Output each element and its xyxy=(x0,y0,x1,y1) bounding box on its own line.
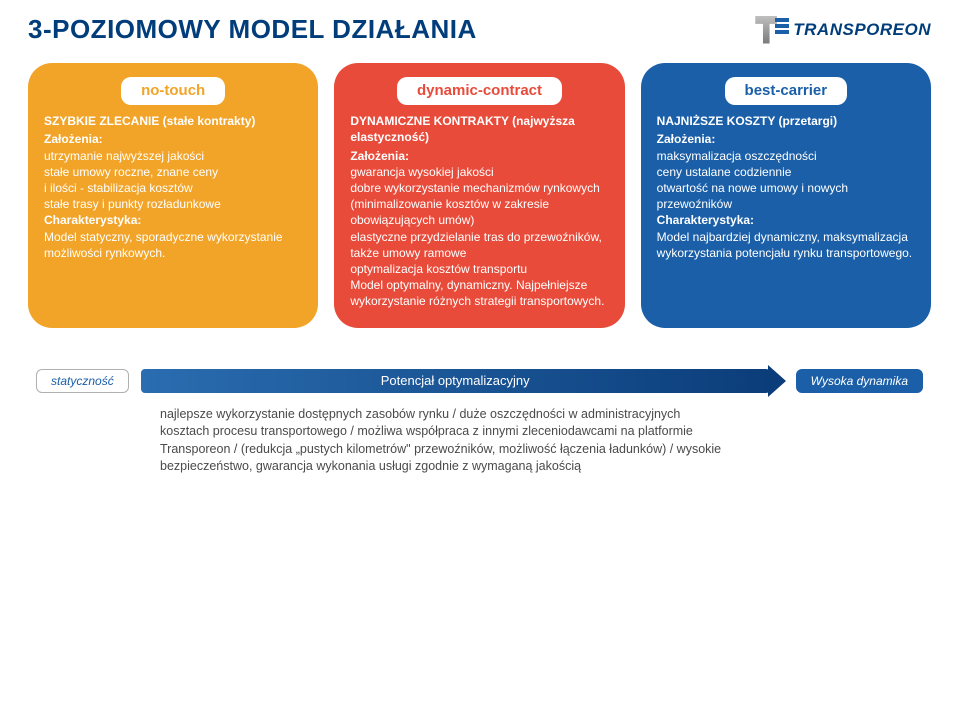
assumption-item: optymalizacja kosztów transportu xyxy=(350,261,608,277)
assumption-item: maksymalizacja oszczędności xyxy=(657,148,915,164)
header: 3-POZIOMOWY MODEL DZIAŁANIA TRANSPOREON xyxy=(0,0,959,53)
card-dynamic-contract: dynamic-contract DYNAMICZNE KONTRAKTY (n… xyxy=(334,63,624,328)
card-header: dynamic-contract xyxy=(397,77,562,105)
left-chip: statyczność xyxy=(36,369,129,393)
assumption-item: utrzymanie najwyższej jakości xyxy=(44,148,302,164)
card-subtitle: NAJNIŻSZE KOSZTY (przetargi) xyxy=(657,113,915,129)
char-label: Charakterystyka: xyxy=(44,212,302,228)
assumption-item: ceny ustalane codziennie xyxy=(657,164,915,180)
assumption-item: stałe trasy i punkty rozładunkowe xyxy=(44,196,302,212)
assumptions-label: Założenia: xyxy=(44,131,302,147)
assumptions-label: Założenia: xyxy=(350,148,608,164)
char-label: Charakterystyka: xyxy=(657,212,915,228)
assumption-item: elastyczne przydzielanie tras do przewoź… xyxy=(350,229,608,245)
card-subtitle: SZYBKIE ZLECANIE (stałe kontrakty) xyxy=(44,113,302,129)
page-title: 3-POZIOMOWY MODEL DZIAŁANIA xyxy=(28,14,477,45)
assumption-item: także umowy ramowe xyxy=(350,245,608,261)
cards-row: no-touch SZYBKIE ZLECANIE (stałe kontrak… xyxy=(0,53,959,328)
benefits-text: najlepsze wykorzystanie dostępnych zasob… xyxy=(0,396,760,476)
char-text: Model optymalny, dynamiczny. Najpełniejs… xyxy=(350,277,608,309)
assumption-item: dobre wykorzystanie mechanizmów rynkowyc… xyxy=(350,180,608,229)
logo: TRANSPOREON xyxy=(755,16,931,44)
arrow-label: Potencjał optymalizacyjny xyxy=(141,369,770,393)
logo-icon xyxy=(755,16,787,44)
card-no-touch: no-touch SZYBKIE ZLECANIE (stałe kontrak… xyxy=(28,63,318,328)
arrow-head-icon xyxy=(768,365,786,397)
assumptions-label: Założenia: xyxy=(657,131,915,147)
right-chip: Wysoka dynamika xyxy=(796,369,923,393)
assumption-item: gwarancja wysokiej jakości xyxy=(350,164,608,180)
char-text: Model statyczny, sporadyczne wykorzystan… xyxy=(44,229,302,261)
card-subtitle: DYNAMICZNE KONTRAKTY (najwyższa elastycz… xyxy=(350,113,608,145)
assumption-item: otwartość na nowe umowy i nowych przewoź… xyxy=(657,180,915,212)
char-text: Model najbardziej dynamiczny, maksymaliz… xyxy=(657,229,915,261)
card-best-carrier: best-carrier NAJNIŻSZE KOSZTY (przetargi… xyxy=(641,63,931,328)
card-header: no-touch xyxy=(121,77,225,105)
assumption-item: stałe umowy roczne, znane ceny xyxy=(44,164,302,180)
arrow: Potencjał optymalizacyjny xyxy=(141,366,784,396)
logo-text: TRANSPOREON xyxy=(793,20,931,40)
card-header: best-carrier xyxy=(725,77,848,105)
assumption-item: i ilości - stabilizacja kosztów xyxy=(44,180,302,196)
bottom-bar: statyczność Potencjał optymalizacyjny Wy… xyxy=(0,328,959,396)
